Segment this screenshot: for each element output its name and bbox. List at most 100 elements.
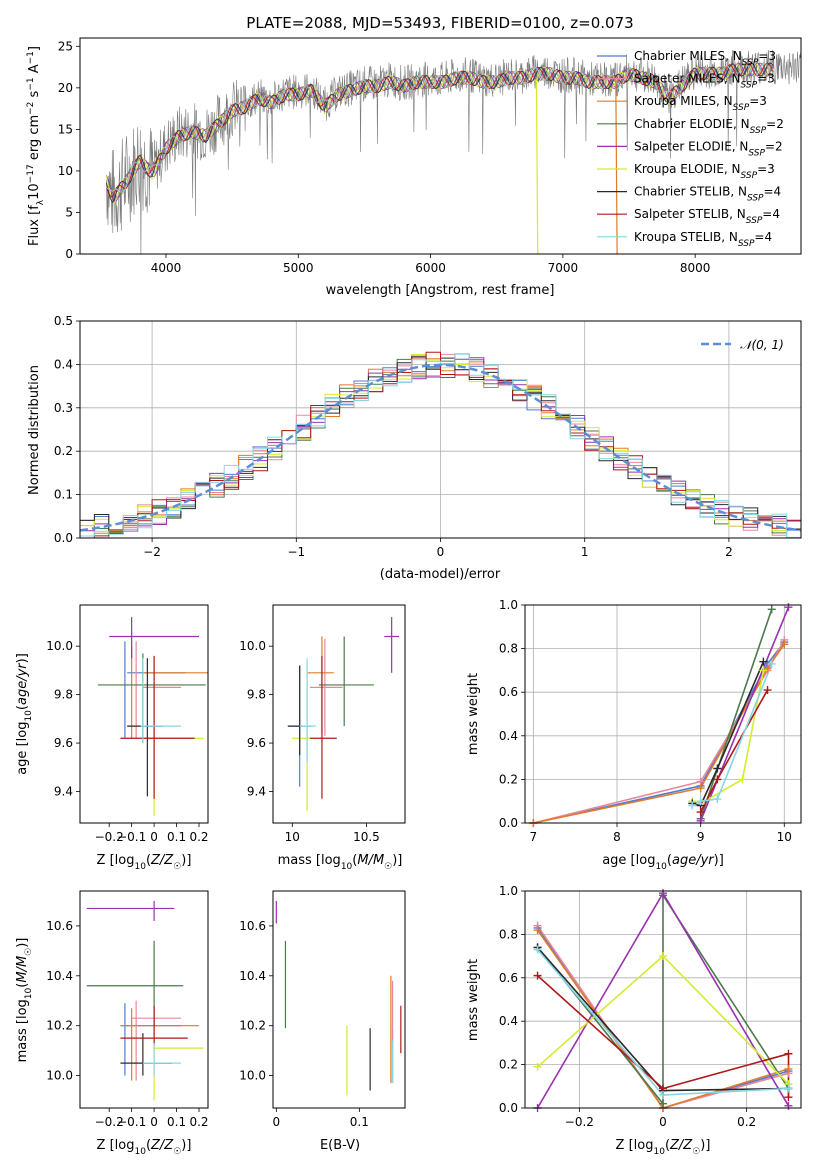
weight-marker: [784, 1064, 793, 1073]
y-tick-label: 0.3: [54, 401, 73, 415]
weight-line-7: [699, 689, 769, 813]
axes-frame: [79, 320, 802, 539]
weight-line-2: [536, 929, 789, 1108]
weight-line-5: [692, 670, 765, 805]
weight-marker: [759, 666, 768, 675]
x-tick-label: −0.1: [117, 830, 146, 844]
x-tick-label: 2: [725, 545, 733, 559]
weight-marker: [767, 605, 776, 614]
y-tick-label: 10.0: [46, 1069, 73, 1083]
y-tick-label: 9.6: [247, 736, 266, 750]
y-tick-label: 0.2: [499, 1058, 518, 1072]
y-tick-label: 10: [58, 164, 73, 178]
x-tick-label: 0: [659, 1115, 667, 1129]
weight-marker: [696, 808, 705, 817]
y-tick-label: 0: [65, 247, 73, 261]
x-tick-label: 0: [437, 545, 445, 559]
weight-marker: [533, 1062, 542, 1071]
mass-vs-ebv-axes: 0 0.1 10.0 10.2 10.4 10.6 E(B-V): [239, 890, 406, 1153]
x-tick-label: 0.2: [189, 1115, 208, 1129]
weight-marker: [784, 1049, 793, 1058]
x-tick-label: −0.2: [95, 830, 124, 844]
x-tick-label: 8000: [680, 261, 711, 275]
x-tick-label: −2: [143, 545, 161, 559]
x-tick-label: 0: [150, 1115, 158, 1129]
figure-title: PLATE=2088, MJD=53493, FIBERID=0100, z=0…: [246, 14, 633, 32]
x-axis-label: age [log10(age/yr)]: [602, 853, 724, 872]
y-tick-label: 9.4: [247, 785, 266, 799]
legend-entry: Chabrier STELIB, NSSP=4: [634, 185, 781, 204]
weight-line-3: [536, 892, 790, 1106]
legend-entry: Salpeter STELIB, NSSP=4: [634, 207, 780, 226]
axes-frame: [272, 890, 406, 1109]
weight-marker: [759, 657, 768, 666]
weight-marker: [784, 1093, 793, 1102]
x-tick-label: 0: [150, 830, 158, 844]
y-tick-label: 10.0: [239, 1069, 266, 1083]
y-tick-label: 0.8: [499, 927, 518, 941]
legend-entry: Chabrier ELODIE, NSSP=2: [634, 117, 784, 136]
weight-marker: [713, 775, 722, 784]
y-tick-label: 10.4: [46, 969, 73, 983]
legend-entry: Salpeter ELODIE, NSSP=2: [634, 139, 783, 158]
x-tick-label: 5000: [283, 261, 314, 275]
y-tick-label: 0.0: [499, 816, 518, 830]
y-tick-label: 5: [65, 205, 73, 219]
x-tick-label: 10: [777, 830, 792, 844]
y-tick-label: 0.0: [499, 1101, 518, 1115]
x-tick-label: 0.2: [189, 830, 208, 844]
x-tick-label: 7: [530, 830, 538, 844]
weight-marker: [688, 801, 697, 810]
plot-area: [86, 900, 204, 1101]
y-tick-label: 0.4: [499, 729, 518, 743]
y-tick-label: 15: [58, 122, 73, 136]
axes-frame: [79, 37, 802, 255]
x-tick-label: 0.1: [167, 830, 186, 844]
axes-frame: [79, 890, 209, 1109]
y-tick-label: 0.4: [54, 357, 73, 371]
y-tick-label: 0.2: [499, 772, 518, 786]
axes-frame: [79, 604, 209, 824]
weight-marker: [780, 640, 789, 649]
plot-area: [533, 606, 790, 823]
legend-entry: Kroupa ELODIE, NSSP=3: [634, 162, 775, 181]
model-spectrum-line-7: [106, 62, 774, 198]
normal-reference-curve: [80, 363, 801, 532]
weight-marker: [767, 659, 776, 668]
y-tick-label: 9.8: [54, 688, 73, 702]
age-vs-mass-axes: 10 10.5 9.4 9.6 9.8 10.0 mass [log10(M/M☉)]: [239, 604, 406, 872]
histogram-step-8: [80, 353, 801, 538]
x-tick-label: 0.2: [737, 1115, 756, 1129]
x-tick-label: 4000: [151, 261, 182, 275]
weight-marker: [659, 952, 667, 961]
model-dropout-line: [615, 79, 618, 254]
age-vs-z-axes: −0.2−0.1 0 0.1 0.2 9.4 9.6 9.8 10.0 Z [log10(Z/Z…: [15, 604, 209, 872]
weight-marker: [713, 764, 722, 773]
axes-frame: [524, 890, 802, 1109]
x-tick-label: 1: [581, 545, 589, 559]
weight-line-8: [691, 663, 773, 807]
y-tick-label: 0.2: [54, 444, 73, 458]
y-tick-label: 0.0: [54, 531, 73, 545]
x-tick-label: −0.1: [117, 1115, 146, 1129]
plot-area: [80, 351, 801, 538]
weight-line-0: [533, 641, 785, 823]
weight-marker: [784, 603, 793, 612]
weight-marker: [738, 775, 747, 784]
y-tick-label: 0.8: [499, 642, 518, 656]
legend-entry: Salpeter MILES, NSSP=3: [634, 72, 775, 91]
legend-entry: Kroupa STELIB, NSSP=4: [634, 230, 772, 249]
y-axis-label: Flux [fλ10−17 erg cm−2 s−1 A−1]: [26, 46, 46, 246]
weight-marker: [763, 664, 772, 673]
x-axis-label: Z [log10(Z/Z☉)]: [97, 853, 192, 872]
y-tick-label: 9.4: [54, 785, 73, 799]
y-tick-label: 1.0: [499, 598, 518, 612]
y-tick-label: 10.4: [239, 969, 266, 983]
plot-area: [97, 617, 208, 816]
y-axis-label: age [log10(age/yr)]: [15, 653, 34, 775]
y-axis-label: mass weight: [466, 959, 481, 1041]
x-tick-label: 10: [285, 830, 300, 844]
model-dropout-line: [535, 79, 539, 254]
x-tick-label: 0.1: [167, 1115, 186, 1129]
